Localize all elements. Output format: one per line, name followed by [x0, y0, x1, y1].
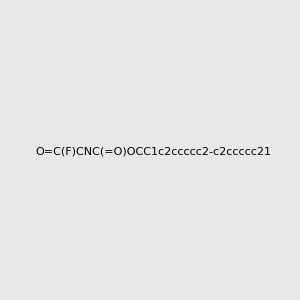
Text: O=C(F)CNC(=O)OCC1c2ccccc2-c2ccccc21: O=C(F)CNC(=O)OCC1c2ccccc2-c2ccccc21 — [36, 146, 272, 157]
